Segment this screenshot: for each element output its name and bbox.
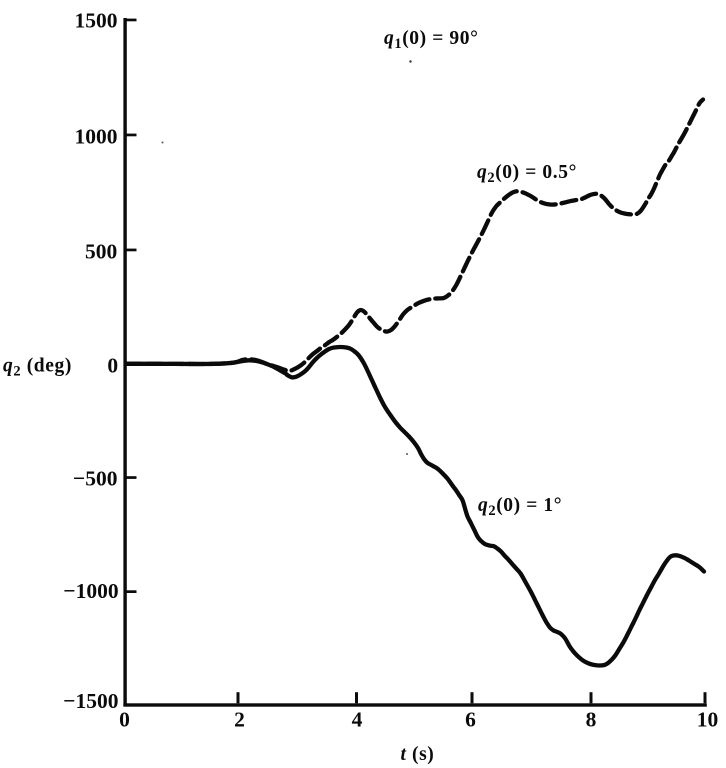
svg-text:t (s): t (s) [401, 744, 435, 765]
svg-text:1000: 1000 [75, 124, 118, 148]
svg-text:−500: −500 [73, 466, 118, 490]
svg-text:q2(0) = 1°: q2(0) = 1° [478, 495, 562, 519]
svg-text:1500: 1500 [75, 9, 118, 33]
svg-text:4: 4 [352, 707, 363, 731]
svg-text:6: 6 [465, 707, 476, 731]
svg-text:−1000: −1000 [63, 579, 118, 603]
svg-text:−1500: −1500 [63, 689, 118, 713]
svg-text:q2(0) = 0.5°: q2(0) = 0.5° [477, 162, 577, 186]
svg-text:q1(0) = 90°: q1(0) = 90° [384, 28, 479, 52]
svg-text:0: 0 [119, 707, 130, 731]
svg-text:8: 8 [586, 707, 597, 731]
svg-text:2: 2 [234, 707, 245, 731]
svg-text:10: 10 [697, 707, 719, 731]
svg-text:q2 (deg): q2 (deg) [3, 356, 72, 380]
svg-text:0: 0 [107, 354, 118, 378]
svg-text:500: 500 [85, 240, 117, 264]
